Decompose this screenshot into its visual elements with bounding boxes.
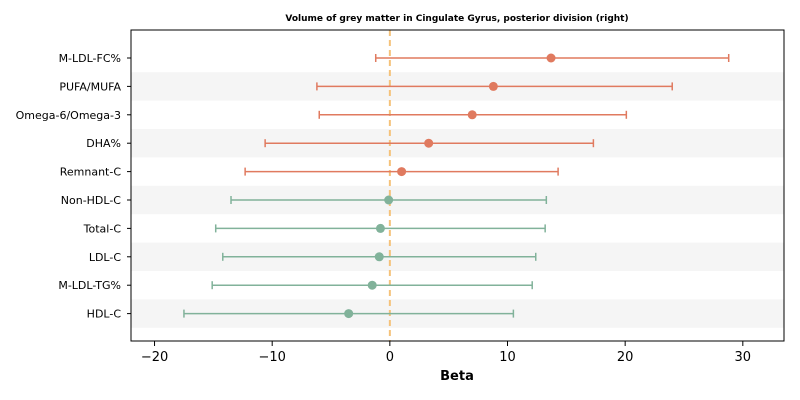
point-estimate	[384, 195, 394, 205]
point-estimate	[424, 138, 434, 148]
point-estimate	[467, 110, 477, 120]
y-category-label: LDL-C	[89, 251, 122, 264]
x-tick-label: −10	[258, 350, 285, 365]
y-category-label: Omega-6/Omega-3	[16, 109, 121, 122]
point-estimates	[344, 53, 556, 319]
y-category-label: DHA%	[86, 137, 121, 150]
y-category-label: M-LDL-TG%	[58, 279, 121, 292]
point-estimate	[397, 167, 407, 177]
x-tick-label: 0	[386, 350, 394, 365]
y-category-label: Total-C	[83, 222, 122, 235]
x-tick-label: 10	[499, 350, 516, 365]
y-category-label: M-LDL-FC%	[59, 52, 121, 65]
x-tick-label: 30	[735, 350, 752, 365]
y-category-labels: M-LDL-FC% PUFA/MUFA Omega-6/Omega-3 DHA% Rem…	[16, 52, 131, 321]
x-axis-ticks: −20 −10 0 10 20 30	[141, 341, 751, 365]
plot-border	[130, 29, 785, 342]
x-axis-label: Beta	[440, 369, 474, 384]
y-category-label: HDL-C	[87, 308, 122, 321]
plot-frame	[130, 29, 785, 342]
x-tick-label: 20	[617, 350, 634, 365]
point-estimate	[374, 252, 384, 262]
y-category-label: Remnant-C	[60, 166, 122, 179]
point-estimate	[344, 309, 354, 319]
y-category-label: Non-HDL-C	[61, 194, 122, 207]
point-estimate	[488, 81, 498, 91]
y-category-label: PUFA/MUFA	[59, 80, 121, 93]
point-estimate	[367, 280, 377, 290]
x-tick-label: −20	[141, 350, 168, 365]
chart-title: Volume of grey matter in Cingulate Gyrus…	[285, 14, 628, 24]
point-estimate	[375, 223, 385, 233]
point-estimate	[546, 53, 556, 63]
